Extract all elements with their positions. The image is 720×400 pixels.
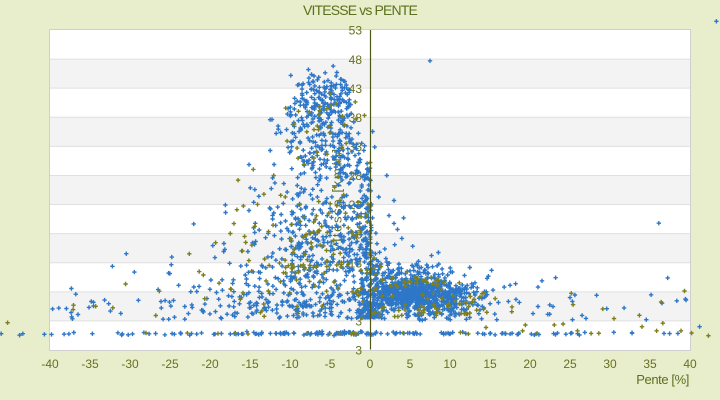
svg-text:Pente [%]: Pente [%]	[636, 372, 689, 387]
svg-text:-15: -15	[241, 357, 259, 371]
svg-text:10: 10	[443, 357, 457, 371]
svg-text:Vitesse [km/h]: Vitesse [km/h]	[330, 147, 345, 252]
svg-text:40: 40	[683, 357, 697, 371]
svg-text:0: 0	[367, 357, 374, 371]
svg-text:-30: -30	[121, 357, 139, 371]
svg-text:3: 3	[355, 315, 362, 329]
svg-text:-10: -10	[281, 357, 299, 371]
svg-text:48: 48	[349, 53, 363, 67]
svg-text:3: 3	[355, 344, 362, 358]
svg-text:-35: -35	[81, 357, 99, 371]
svg-text:53: 53	[349, 24, 363, 38]
svg-text:-5: -5	[325, 357, 336, 371]
svg-text:43: 43	[349, 82, 363, 96]
svg-text:20: 20	[523, 357, 537, 371]
svg-text:30: 30	[603, 357, 617, 371]
svg-text:-25: -25	[161, 357, 179, 371]
svg-text:15: 15	[483, 357, 497, 371]
svg-text:-20: -20	[201, 357, 219, 371]
svg-text:VITESSE vs PENTE: VITESSE vs PENTE	[303, 2, 417, 18]
svg-text:5: 5	[407, 357, 414, 371]
svg-text:25: 25	[563, 357, 577, 371]
svg-text:35: 35	[643, 357, 657, 371]
svg-text:-40: -40	[41, 357, 59, 371]
